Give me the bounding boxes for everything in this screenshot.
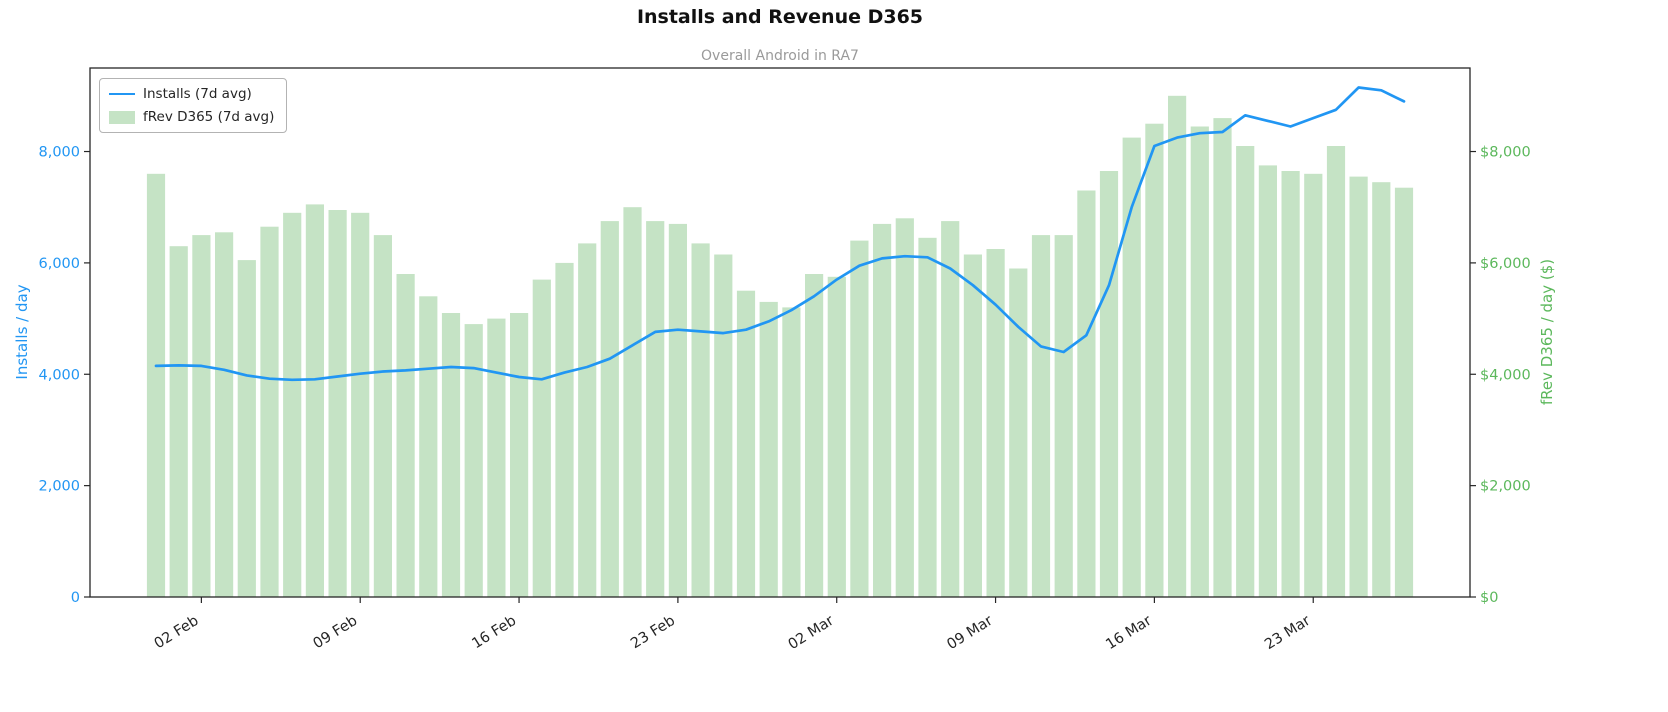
frev-bar [805,274,824,597]
frev-bar [1258,165,1277,597]
frev-bar [1122,137,1141,597]
frev-bar [1236,146,1255,597]
frev-bar [986,249,1005,597]
x-tick-label: 02 Mar [786,613,837,653]
frev-bar [146,173,166,598]
x-tick-label: 09 Feb [311,613,361,652]
frev-bar [646,221,665,597]
x-tick-label: 23 Feb [628,613,678,652]
frev-bar [1054,235,1073,597]
frev-bar [487,318,506,597]
left-axis-label: Installs / day [13,284,31,380]
frev-bar [736,290,756,597]
frev-bar [441,313,461,597]
frev-bar [850,240,869,597]
frev-bar [1213,118,1232,597]
frev-bar [373,235,392,597]
frev-bar [1009,268,1028,597]
installs-line-swatch [109,93,135,95]
right-tick-label: $2,000 [1480,479,1531,495]
frev-bar [918,237,937,598]
left-tick-label: 8,000 [38,145,80,161]
right-tick-label: $0 [1480,590,1498,606]
frev-bar [827,276,846,597]
frev-bar [623,207,642,597]
installs-line [154,86,1406,382]
frev-bar [351,212,370,598]
left-tick-label: 2,000 [38,479,80,495]
frev-bar-swatch [109,110,135,124]
frev-bar [578,243,597,597]
frev-bar [1145,123,1164,597]
chart-title: Installs and Revenue D365 [636,6,924,28]
right-tick-label: $4,000 [1480,367,1531,383]
frev-bar [532,279,551,597]
left-tick-label: 0 [71,590,80,606]
right-tick-label: $6,000 [1480,256,1531,272]
frev-bar [1304,173,1323,598]
frev-bar [714,254,733,597]
frev-bar [1372,182,1391,597]
frev-bar [419,296,438,597]
x-tick-label: 02 Feb [152,613,202,652]
frev-bar [464,324,483,597]
frev-bar [328,210,347,597]
frev-bar [941,221,960,597]
frev-bar [1099,171,1119,597]
x-tick-label: 16 Feb [469,613,519,652]
legend-frev-label: fRev D365 (7d avg) [143,109,275,125]
right-axis-label: fRev D365 / day ($) [1538,258,1556,406]
left-tick-label: 6,000 [38,256,80,272]
frev-bar [555,262,574,597]
x-tick-label: 09 Mar [944,613,995,653]
frev-bar [260,226,279,597]
frev-bar [169,246,188,597]
frev-bar [305,204,324,597]
plot-border [89,67,1471,598]
legend-item-frev: fRev D365 (7d avg) [109,109,274,125]
frev-bar [963,254,982,597]
frev-bar [1168,95,1187,598]
frev-bar [873,223,892,597]
frev-bar [215,232,234,598]
legend-item-installs: Installs (7d avg) [109,86,274,102]
x-tick-label: 23 Mar [1262,613,1313,653]
frev-bar [396,274,415,597]
chart-subtitle: Overall Android in RA7 [701,48,859,64]
frev-bar [895,218,914,598]
frev-bar [192,235,211,597]
legend-installs-label: Installs (7d avg) [143,86,252,102]
frev-bar [782,307,801,597]
frev-bar [283,212,302,598]
frev-bar [668,223,687,597]
frev-bar [1394,187,1414,597]
left-tick-label: 4,000 [38,367,80,383]
legend: Installs (7d avg) fRev D365 (7d avg) [99,78,288,133]
frev-bar [1326,146,1346,597]
frev-bar [1190,126,1209,597]
frev-bar [759,301,778,597]
frev-bar [1349,176,1368,597]
frev-bar [237,260,256,597]
frev-bar [1031,235,1051,597]
frev-bar [1281,171,1300,597]
frev-bar [510,313,529,597]
frev-bar [600,221,619,597]
frev-bar [691,243,710,597]
right-tick-label: $8,000 [1480,145,1531,161]
x-tick-label: 16 Mar [1103,613,1154,653]
frev-bar [1077,190,1096,597]
